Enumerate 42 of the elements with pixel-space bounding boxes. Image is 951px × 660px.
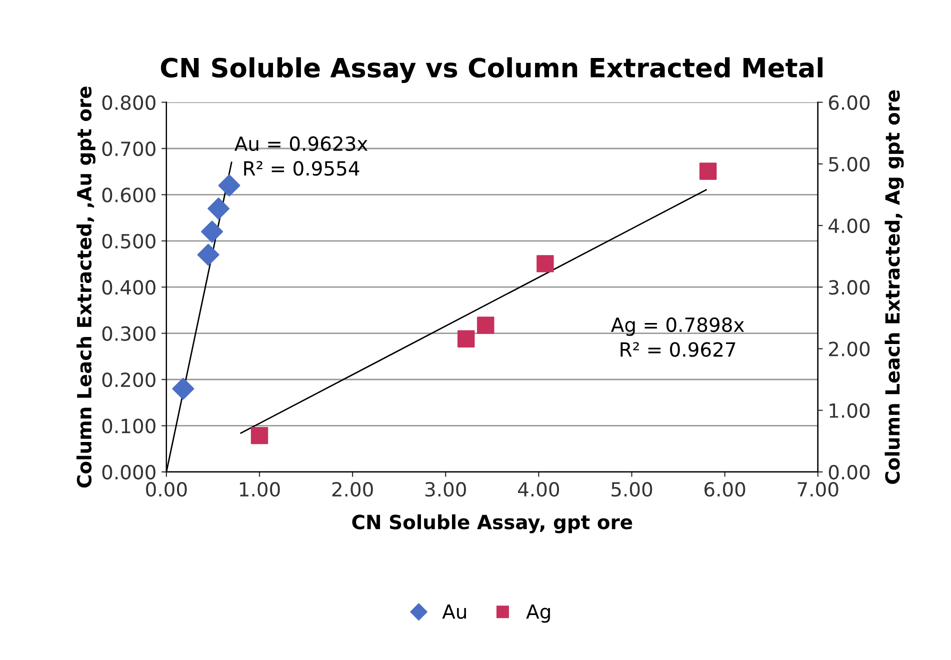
chart-title: CN Soluble Assay vs Column Extracted Metal <box>160 57 822 83</box>
x-tick-label: 4.00 <box>518 482 560 497</box>
legend-label: Au <box>442 604 466 619</box>
x-tick-label: 1.00 <box>240 482 280 497</box>
x-tick-label: 2.00 <box>332 482 373 497</box>
x-tick-label: 7.00 <box>798 482 838 497</box>
x-axis-title: CN Soluble Assay, gpt ore <box>352 514 632 534</box>
y2-tick-label: 4.00 <box>828 218 870 234</box>
y-axis-title: Column Leach Extracted, ,Au gpt ore <box>76 86 96 488</box>
point <box>250 426 268 444</box>
x-tick-label: 0.00 <box>146 482 187 497</box>
annotation: Au = 0.9623x R² = 0.9554 <box>234 136 368 176</box>
y2-tick-label: 0.00 <box>828 464 870 480</box>
y-tick-label: 0.200 <box>102 372 156 388</box>
y2-tick-label: 3.00 <box>829 280 870 295</box>
point <box>208 198 230 220</box>
y2-tick-label: 2.00 <box>829 342 870 356</box>
annotation: Ag = 0.7898x R² = 0.9627 <box>611 317 744 357</box>
point <box>477 316 494 334</box>
x-tick-label: 5.00 <box>612 482 652 497</box>
y2-tick-label: 5.00 <box>829 156 870 172</box>
point <box>536 255 554 272</box>
y-tick-label: 0.700 <box>102 141 156 156</box>
point <box>197 244 220 266</box>
y-tick-label: 0.100 <box>102 418 156 434</box>
point <box>172 378 194 400</box>
y-tick-label: 0.400 <box>102 280 156 295</box>
point <box>201 220 224 243</box>
x-tick-label: 6.00 <box>704 482 746 497</box>
y2-axis-title: Column Leach Extracted, Ag gpt ore <box>884 90 904 484</box>
y-tick-label: 0.600 <box>102 188 156 202</box>
y2-tick-label: 1.00 <box>830 403 870 418</box>
point <box>457 330 475 348</box>
y-tick-label: 0.500 <box>102 234 156 249</box>
point <box>699 162 717 180</box>
y-tick-label: 0.800 <box>102 95 156 110</box>
y2-tick-label: 6.00 <box>828 95 870 110</box>
y-tick-label: 0.300 <box>102 326 156 341</box>
point <box>218 174 240 196</box>
x-tick-label: 3.00 <box>425 482 466 497</box>
legend-label: Ag <box>526 604 550 623</box>
y-tick-label: 0.000 <box>102 464 156 480</box>
